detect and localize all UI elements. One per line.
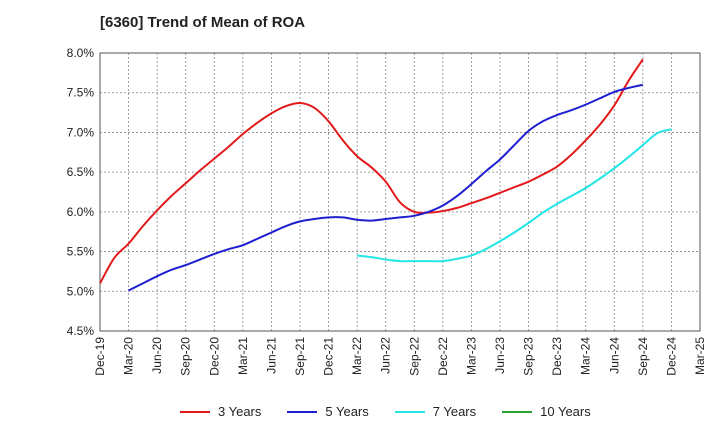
legend-item-5-years: 5 Years [287,404,369,419]
grid-lines [99,52,701,332]
legend-swatch [180,410,210,413]
legend-label: 7 Years [432,404,477,419]
series-line-3-years [99,58,644,284]
x-tick-label: Jun-24 [607,337,621,374]
x-tick-label: Mar-22 [350,337,364,375]
y-axis: 8.0% 7.5% 7.0% 6.5% 6.0% 5.5% 5.0% 4.5% [67,46,95,338]
x-tick-label: Dec-24 [664,337,678,376]
legend-label: 3 Years [218,404,262,419]
legend-label: 10 Years [540,404,591,419]
y-tick-label: 5.5% [67,245,95,259]
legend-item-7-years: 7 Years [394,404,477,419]
plot-frame [99,52,701,332]
x-tick-label: Sep-23 [522,337,536,376]
x-tick-label: Mar-21 [236,337,250,375]
series-line-7-years [357,128,672,263]
series-lines [99,58,672,292]
x-tick-label: Jun-20 [150,337,164,374]
y-tick-label: 4.5% [67,324,95,338]
x-tick-label: Jun-22 [379,337,393,374]
x-tick-label: Dec-22 [436,337,450,376]
y-tick-label: 5.0% [67,284,95,298]
chart-title: [6360] Trend of Mean of ROA [100,14,306,31]
legend-swatch [287,410,318,413]
legend-swatch [394,410,425,413]
legend-label: 5 Years [325,404,369,419]
x-tick-label: Sep-21 [293,337,307,376]
x-tick-label: Mar-25 [693,337,707,375]
y-tick-label: 6.5% [67,165,95,179]
x-tick-label: Jun-23 [493,337,507,374]
x-tick-label: Jun-21 [264,337,278,374]
x-tick-label: Mar-23 [464,337,478,375]
x-tick-label: Sep-22 [407,337,421,376]
series-line-5-years [128,83,644,292]
y-tick-label: 7.5% [67,86,95,100]
x-tick-label: Dec-19 [93,337,107,376]
x-tick-label: Dec-20 [207,337,221,376]
legend-swatch [502,410,533,413]
x-tick-label: Dec-23 [550,337,564,376]
x-tick-label: Mar-20 [122,337,136,375]
x-tick-label: Dec-21 [322,337,336,376]
y-tick-label: 6.0% [67,205,95,219]
y-tick-label: 8.0% [67,46,95,60]
legend-item-10-years: 10 Years [502,404,591,419]
x-tick-label: Sep-20 [179,337,193,376]
y-tick-label: 7.0% [67,125,95,139]
x-tick-label: Mar-24 [579,337,593,375]
x-tick-label: Sep-24 [636,337,650,376]
legend-item-3-years: 3 Years [180,404,261,419]
x-axis: Dec-19 Mar-20 Jun-20 Sep-20 Dec-20 Mar-21 Jun-… [93,337,707,376]
legend: 3 Years 5 Years 7 Years 10 Years [180,404,591,419]
